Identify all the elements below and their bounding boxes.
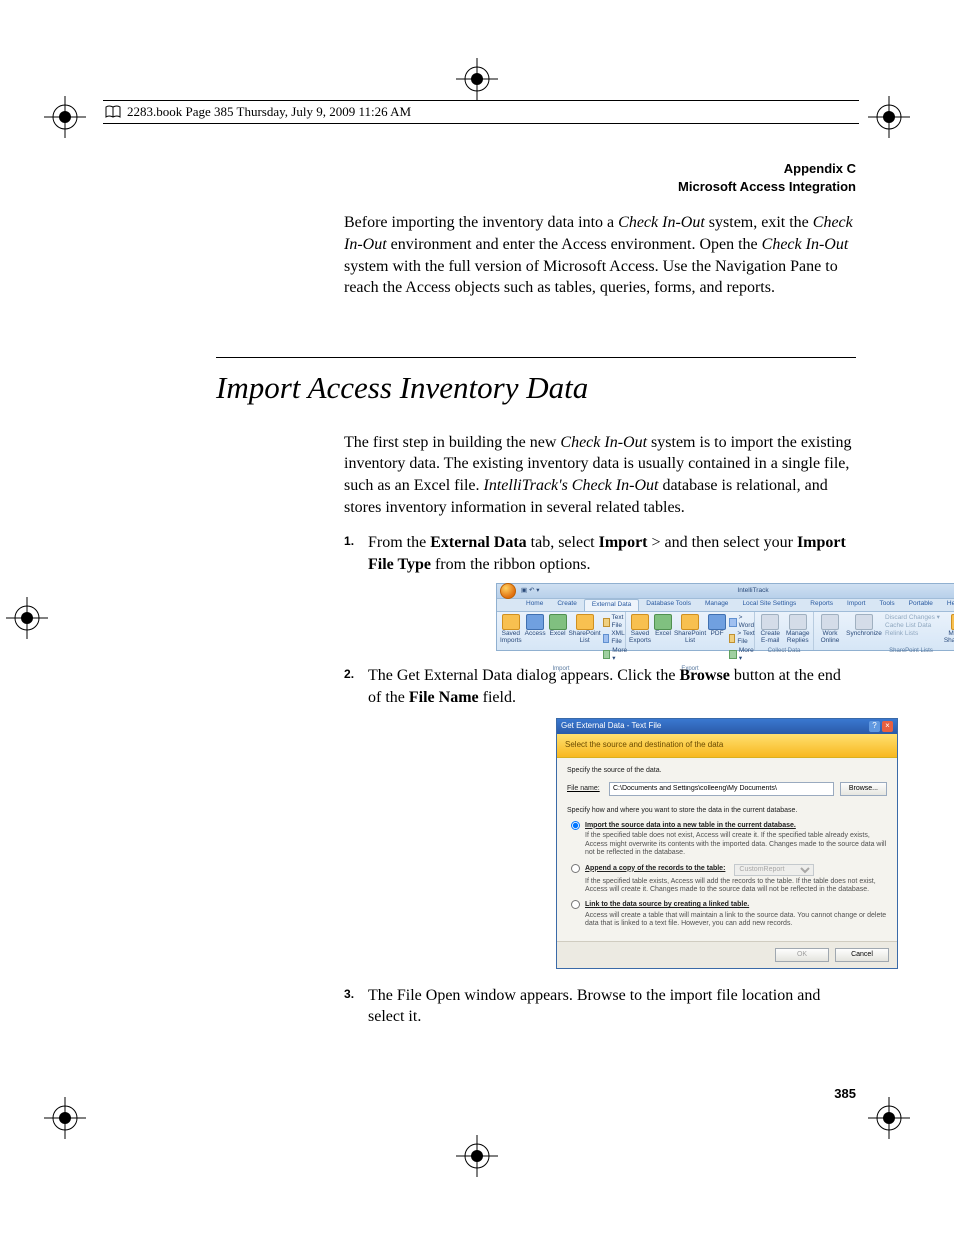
- option-label: Link to the data source by creating a li…: [585, 900, 749, 909]
- office-orb-icon[interactable]: [500, 583, 516, 599]
- get-external-data-dialog: Get External Data - Text File ? × Select…: [556, 718, 898, 968]
- print-header-text: 2283.book Page 385 Thursday, July 9, 200…: [127, 101, 411, 123]
- manage-replies-button[interactable]: ManageReplies: [786, 614, 811, 645]
- store-label: Specify how and where you want to store …: [567, 806, 887, 815]
- page-number: 385: [834, 1086, 856, 1101]
- access-ribbon-screenshot: ▣ ↶ ▾ IntelliTrack – ▭ × Home Create Ext…: [496, 583, 954, 651]
- import-mini-buttons[interactable]: Text File XML File More ▾: [603, 614, 629, 663]
- tab-help[interactable]: Help: [940, 599, 954, 611]
- crop-mark-icon: [44, 1097, 86, 1139]
- body-paragraph: The first step in building the new Check…: [344, 432, 856, 518]
- group-sharepoint-lists: WorkOnline Synchronize Discard Changes ▾…: [814, 612, 954, 650]
- saved-exports-button[interactable]: SavedExports: [629, 614, 651, 645]
- page-content: Appendix C Microsoft Access Integration …: [216, 160, 856, 1038]
- tab-external-data[interactable]: External Data: [584, 599, 639, 611]
- tab-create[interactable]: Create: [550, 599, 584, 611]
- radio-link[interactable]: [571, 900, 580, 909]
- crop-mark-icon: [456, 1135, 498, 1177]
- cancel-button[interactable]: Cancel: [835, 948, 889, 962]
- option-description: If the specified table does not exist, A…: [585, 832, 887, 857]
- ribbon-groups: SavedImports Access Excel SharePointList…: [497, 612, 954, 650]
- tab-home[interactable]: Home: [519, 599, 550, 611]
- step-2: The Get External Data dialog appears. Cl…: [344, 665, 856, 968]
- move-to-sharepoint-button[interactable]: Move toSharePoint: [943, 614, 954, 645]
- export-mini-buttons[interactable]: > Word > Text File More ▾: [729, 614, 755, 663]
- dialog-title: Get External Data - Text File: [561, 721, 661, 732]
- radio-append[interactable]: [571, 864, 580, 873]
- dialog-footer: OK Cancel: [557, 941, 897, 968]
- option-import-new: Import the source data into a new table …: [567, 821, 887, 858]
- excel-import-button[interactable]: Excel: [549, 614, 567, 638]
- tab-tools[interactable]: Tools: [872, 599, 901, 611]
- step-3: The File Open window appears. Browse to …: [344, 985, 856, 1028]
- close-icon[interactable]: ×: [882, 721, 893, 732]
- crop-mark-icon: [44, 96, 86, 138]
- filename-row: File name: Browse...: [567, 782, 887, 796]
- option-label: Append a copy of the records to the tabl…: [585, 864, 725, 873]
- group-label: Collect Data: [755, 647, 813, 656]
- dialog-titlebar: Get External Data - Text File ? ×: [557, 719, 897, 734]
- dialog-body: Specify the source of the data. File nam…: [557, 758, 897, 940]
- access-import-button[interactable]: Access: [525, 614, 546, 638]
- tab-portable[interactable]: Portable: [902, 599, 940, 611]
- group-collect-data: CreateE-mail ManageReplies Collect Data: [755, 612, 814, 650]
- excel-export-button[interactable]: Excel: [654, 614, 672, 638]
- saved-imports-button[interactable]: SavedImports: [500, 614, 522, 645]
- page: 2283.book Page 385 Thursday, July 9, 200…: [0, 0, 954, 1235]
- browse-button[interactable]: Browse...: [840, 782, 887, 796]
- filename-input[interactable]: [609, 782, 834, 796]
- section-heading: Import Access Inventory Data: [216, 357, 856, 406]
- ok-button[interactable]: OK: [775, 948, 829, 962]
- sharepoint-export-button[interactable]: SharePointList: [675, 614, 705, 645]
- appendix-title: Microsoft Access Integration: [216, 178, 856, 196]
- create-email-button[interactable]: CreateE-mail: [758, 614, 783, 645]
- crop-mark-icon: [6, 597, 48, 639]
- option-link: Link to the data source by creating a li…: [567, 900, 887, 928]
- intro-paragraph: Before importing the inventory data into…: [344, 212, 856, 298]
- crop-mark-icon: [868, 96, 910, 138]
- specify-source-label: Specify the source of the data.: [567, 766, 887, 775]
- running-header: Appendix C Microsoft Access Integration: [216, 160, 856, 196]
- option-description: If the specified table exists, Access wi…: [585, 878, 887, 895]
- splist-mini-buttons[interactable]: Discard Changes ▾ Cache List Data Relink…: [885, 614, 940, 638]
- tab-import[interactable]: Import: [840, 599, 872, 611]
- work-online-button[interactable]: WorkOnline: [817, 614, 843, 645]
- quick-access-toolbar[interactable]: ▣ ↶ ▾: [521, 587, 539, 596]
- window-titlebar: ▣ ↶ ▾ IntelliTrack – ▭ ×: [497, 584, 954, 599]
- append-table-select[interactable]: CustomReport: [734, 864, 814, 876]
- synchronize-button[interactable]: Synchronize: [846, 614, 882, 638]
- option-description: Access will create a table that will mai…: [585, 912, 887, 929]
- radio-import-new[interactable]: [571, 821, 580, 830]
- dialog-banner: Select the source and destination of the…: [557, 734, 897, 758]
- book-icon: [105, 105, 121, 119]
- crop-mark-icon: [456, 58, 498, 100]
- window-title: IntelliTrack: [737, 587, 768, 596]
- option-append: Append a copy of the records to the tabl…: [567, 864, 887, 895]
- tab-reports[interactable]: Reports: [803, 599, 840, 611]
- step-list: From the External Data tab, select Impor…: [344, 532, 856, 1028]
- sharepoint-import-button[interactable]: SharePointList: [570, 614, 600, 645]
- pdf-export-button[interactable]: PDF: [708, 614, 726, 638]
- group-import: SavedImports Access Excel SharePointList…: [497, 612, 626, 650]
- step-1: From the External Data tab, select Impor…: [344, 532, 856, 651]
- tab-manage[interactable]: Manage: [698, 599, 736, 611]
- crop-mark-icon: [868, 1097, 910, 1139]
- help-icon[interactable]: ?: [869, 721, 880, 732]
- tab-database-tools[interactable]: Database Tools: [639, 599, 698, 611]
- tab-local-site-settings[interactable]: Local Site Settings: [735, 599, 803, 611]
- option-label: Import the source data into a new table …: [585, 821, 796, 830]
- appendix-label: Appendix C: [216, 160, 856, 178]
- print-header: 2283.book Page 385 Thursday, July 9, 200…: [103, 100, 859, 124]
- ribbon-tabs: Home Create External Data Database Tools…: [497, 599, 954, 612]
- group-export: SavedExports Excel SharePointList PDF > …: [626, 612, 755, 650]
- filename-label: File name:: [567, 784, 603, 793]
- group-label: SharePoint Lists: [814, 647, 954, 656]
